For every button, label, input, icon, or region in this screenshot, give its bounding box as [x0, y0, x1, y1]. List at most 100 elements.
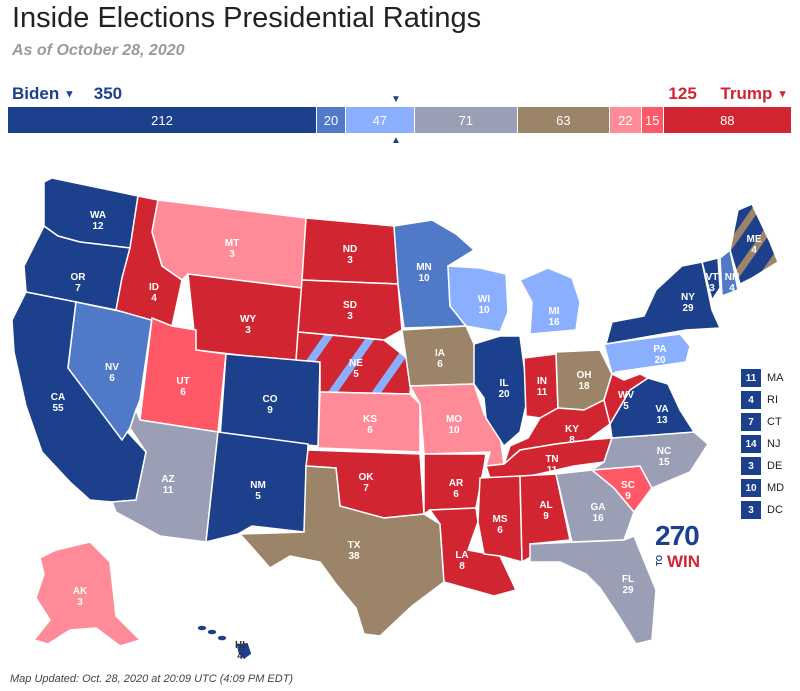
map-updated-text: Map Updated: Oct. 28, 2020 at 20:09 UTC …: [10, 673, 294, 685]
state-abbr-label: KY: [565, 424, 579, 435]
state-ev-label: 6: [497, 525, 503, 536]
bar-segment: 15: [641, 107, 664, 133]
state-ev-label: 12: [92, 221, 104, 232]
state-ks[interactable]: [317, 391, 421, 453]
state-abbr-label: MI: [548, 306, 559, 317]
state-ak[interactable]: [32, 541, 142, 647]
state-hi[interactable]: [235, 641, 253, 661]
bar-segment: 63: [518, 107, 610, 133]
state-abbr-label: VA: [655, 404, 668, 415]
state-mi[interactable]: [518, 267, 581, 335]
bar-segment: 22: [609, 107, 642, 133]
hawaii-island: [196, 624, 208, 632]
small-state-row[interactable]: 3 DE: [741, 455, 784, 477]
small-state-ev: 11: [741, 369, 761, 387]
state-ev-label: 38: [348, 551, 360, 562]
trump-header[interactable]: 125 Trump ▼: [668, 84, 788, 104]
state-ev-label: 9: [543, 511, 549, 522]
state-ev-label: 9: [267, 405, 273, 416]
state-ev-label: 6: [437, 359, 443, 370]
state-tx[interactable]: [238, 465, 445, 637]
small-state-row[interactable]: 11 MA: [741, 367, 784, 389]
page-title: Inside Elections Presidential Ratings: [12, 2, 482, 34]
state-wi[interactable]: [447, 265, 509, 333]
state-vt[interactable]: [701, 257, 721, 302]
small-state-row[interactable]: 4 RI: [741, 389, 784, 411]
state-ev-label: 29: [682, 303, 694, 314]
small-state-ev: 4: [741, 391, 761, 409]
small-state-row[interactable]: 14 NJ: [741, 433, 784, 455]
state-ev-label: 10: [448, 425, 460, 436]
state-pa[interactable]: [603, 333, 691, 376]
state-abbr-label: OR: [71, 272, 87, 283]
small-state-ev: 10: [741, 479, 761, 497]
small-state-row[interactable]: 7 CT: [741, 411, 784, 433]
small-state-ev: 3: [741, 457, 761, 475]
state-abbr-label: WY: [240, 314, 256, 325]
hawaii-island: [216, 634, 228, 642]
270towin-logo: 270 TO WIN: [655, 520, 700, 571]
state-abbr-label: IN: [537, 376, 547, 387]
state-ev-label: 6: [367, 425, 373, 436]
state-abbr-label: SD: [343, 300, 357, 311]
bar-segment: 71: [414, 107, 518, 133]
state-abbr-label: AL: [539, 500, 552, 511]
state-fl[interactable]: [529, 535, 657, 645]
state-abbr-label: CA: [51, 392, 65, 403]
state-abbr-label: TX: [348, 540, 361, 551]
small-state-ev: 3: [741, 501, 761, 519]
trump-dropdown-icon[interactable]: ▼: [777, 88, 788, 101]
us-map: WA12OR7CA55NV6ID4MT3WY3UT6AZ11CO9NM5ND3S…: [11, 177, 779, 662]
state-nh[interactable]: [719, 248, 739, 298]
state-ev-label: 3: [347, 311, 353, 322]
state-ev-label: 18: [578, 381, 590, 392]
state-abbr-label: AK: [73, 586, 88, 597]
state-il[interactable]: [473, 335, 529, 448]
small-state-row[interactable]: 3 DC: [741, 499, 784, 521]
state-abbr-label: UT: [176, 376, 189, 387]
state-sd[interactable]: [297, 279, 403, 341]
state-abbr-label: KS: [363, 414, 377, 425]
state-abbr-label: MO: [446, 414, 462, 425]
state-abbr-label: AZ: [161, 474, 174, 485]
trump-name: Trump: [720, 84, 773, 103]
state-ev-label: 3: [229, 249, 235, 260]
bar-segment: 212: [8, 107, 317, 133]
small-state-row[interactable]: 10 MD: [741, 477, 784, 499]
state-ev-label: 16: [592, 513, 604, 524]
state-abbr-label: ME: [747, 234, 762, 245]
biden-header[interactable]: Biden ▼ 350: [12, 84, 122, 104]
state-abbr-label: WI: [478, 294, 490, 305]
state-abbr-label: MN: [416, 262, 432, 273]
hawaii-island: [206, 628, 218, 636]
state-abbr-label: VT: [706, 272, 719, 283]
270-marker-bottom-icon: ▲: [391, 135, 401, 146]
logo-to: TO: [654, 555, 664, 566]
state-abbr-label: IA: [435, 348, 445, 359]
small-state-abbr: RI: [767, 394, 778, 406]
state-abbr-label: SC: [621, 480, 635, 491]
state-wv[interactable]: [603, 372, 650, 426]
biden-total: 350: [93, 84, 123, 103]
trump-total: 125: [668, 84, 697, 103]
state-ev-label: 4: [237, 651, 243, 662]
state-abbr-label: ID: [149, 282, 159, 293]
state-abbr-label: OK: [359, 472, 375, 483]
small-state-abbr: MA: [767, 372, 784, 384]
bar-segment: 88: [663, 107, 792, 133]
state-me[interactable]: [729, 203, 779, 286]
state-la[interactable]: [428, 507, 518, 597]
state-abbr-label: MS: [493, 514, 508, 525]
state-nm[interactable]: [205, 431, 309, 543]
state-ny[interactable]: [604, 261, 722, 345]
biden-dropdown-icon[interactable]: ▼: [63, 88, 75, 101]
state-ev-label: 5: [255, 491, 261, 502]
small-states-list: 11 MA 4 RI 7 CT 14 NJ 3 DE 10 MD 3 DC: [741, 367, 784, 521]
small-state-abbr: CT: [767, 416, 782, 428]
state-ev-label: 11: [547, 465, 558, 476]
state-ev-label: 29: [622, 585, 634, 596]
as-of-date: As of October 28, 2020: [12, 42, 185, 59]
state-ev-label: 55: [52, 403, 64, 414]
small-state-abbr: MD: [767, 482, 785, 494]
bar-segment: 47: [346, 107, 415, 133]
